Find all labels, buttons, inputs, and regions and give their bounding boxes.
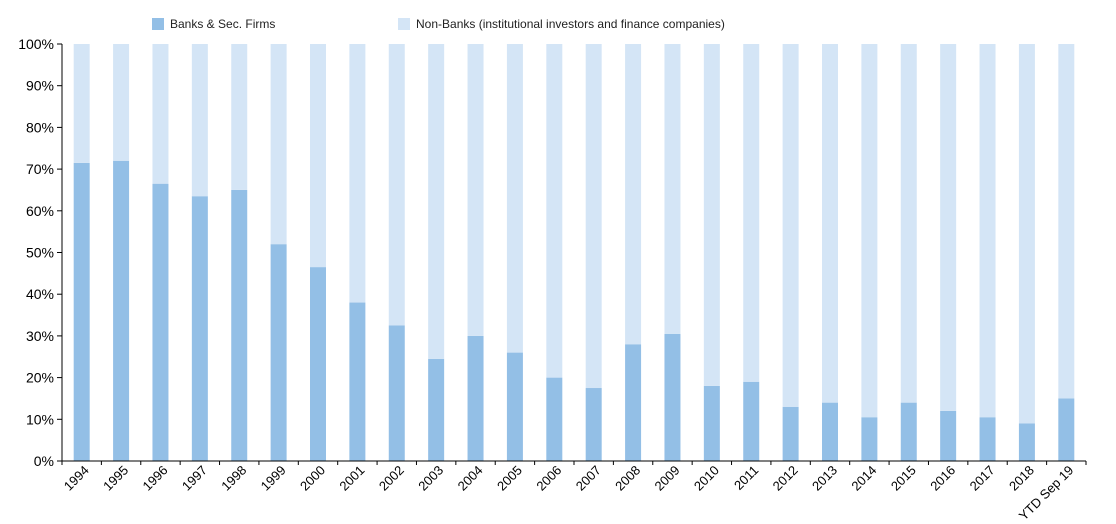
- x-tick-label: 1995: [100, 463, 131, 494]
- bar-banks: [310, 267, 326, 461]
- y-tick-label: 30%: [26, 328, 54, 344]
- bar-banks: [585, 388, 602, 461]
- bar-banks: [467, 335, 484, 461]
- bar-banks: [231, 189, 248, 461]
- bar-non-banks: [585, 44, 602, 389]
- bar-non-banks: [546, 44, 563, 378]
- x-tick-label: 2001: [336, 463, 367, 494]
- bar-banks: [113, 160, 130, 461]
- y-tick-label: 0%: [34, 453, 54, 469]
- x-tick-label: 2016: [927, 463, 958, 494]
- bar-non-banks: [1018, 44, 1035, 424]
- bar-banks: [979, 417, 996, 461]
- bar-banks: [1058, 398, 1075, 461]
- bar-banks: [822, 402, 838, 461]
- bar-banks: [270, 244, 287, 461]
- bar-non-banks: [625, 44, 642, 345]
- y-tick-label: 90%: [26, 78, 54, 94]
- bar-non-banks: [940, 44, 957, 411]
- bar-non-banks: [73, 44, 90, 163]
- x-tick-label: 2013: [809, 463, 840, 494]
- bar-banks: [73, 162, 90, 461]
- x-tick-label: 2009: [652, 463, 683, 494]
- bar-banks: [664, 333, 681, 461]
- x-tick-label: 1994: [61, 463, 92, 494]
- x-tick-label: 2004: [455, 463, 486, 494]
- bar-non-banks: [703, 44, 720, 386]
- bar-non-banks: [979, 44, 996, 418]
- x-tick-label: 2014: [848, 463, 879, 494]
- bar-non-banks: [428, 44, 445, 359]
- bar-non-banks: [900, 44, 917, 403]
- legend: Banks & Sec. Firms Non-Banks (institutio…: [0, 17, 1116, 37]
- legend-swatch-banks: [152, 18, 164, 30]
- bar-banks: [546, 377, 563, 461]
- bar-banks: [625, 344, 642, 461]
- bar-banks: [506, 352, 523, 461]
- bar-non-banks: [506, 44, 523, 353]
- y-tick-label: 50%: [26, 245, 54, 261]
- x-tick-label: 2008: [612, 463, 643, 494]
- bar-non-banks: [664, 44, 681, 334]
- bar-non-banks: [231, 44, 248, 190]
- bar-banks: [152, 183, 169, 461]
- bar-non-banks: [467, 44, 484, 336]
- bar-banks: [743, 381, 760, 461]
- y-tick-label: 20%: [26, 370, 54, 386]
- x-tick-label: 1997: [179, 463, 210, 494]
- bar-non-banks: [113, 44, 130, 161]
- bar-non-banks: [743, 44, 760, 382]
- bar-non-banks: [388, 44, 405, 326]
- bar-banks: [900, 402, 917, 461]
- bar-banks: [388, 325, 405, 461]
- x-tick-label: 2017: [967, 463, 998, 494]
- x-tick-label: 1998: [218, 463, 249, 494]
- bar-banks: [428, 358, 445, 461]
- x-tick-label: 2005: [494, 463, 525, 494]
- x-tick-label: 1996: [140, 463, 171, 494]
- bar-non-banks: [152, 44, 169, 184]
- y-tick-label: 10%: [26, 411, 54, 427]
- x-tick-label: 2018: [1006, 463, 1037, 494]
- x-tick-label: 2003: [415, 463, 446, 494]
- legend-swatch-non-banks: [398, 18, 410, 30]
- bar-banks: [782, 406, 799, 461]
- x-tick-label: 2011: [731, 463, 761, 493]
- bar-banks: [940, 410, 957, 461]
- bar-non-banks: [822, 44, 838, 403]
- bar-non-banks: [861, 44, 878, 418]
- x-tick-label: 2010: [691, 463, 722, 494]
- y-tick-label: 100%: [18, 36, 54, 52]
- legend-label-non-banks: Non-Banks (institutional investors and f…: [416, 17, 725, 31]
- x-tick-label: 2007: [573, 463, 604, 494]
- x-tick-label: 1999: [258, 463, 289, 494]
- legend-label-banks: Banks & Sec. Firms: [170, 17, 276, 31]
- bar-non-banks: [191, 44, 208, 197]
- y-tick-label: 80%: [26, 119, 54, 135]
- y-tick-label: 40%: [26, 286, 54, 302]
- bar-banks: [349, 302, 366, 461]
- x-tick-label: 2015: [888, 463, 919, 494]
- y-tick-label: 60%: [26, 203, 54, 219]
- bar-non-banks: [310, 44, 326, 268]
- bar-banks: [703, 385, 720, 461]
- legend-item-banks: Banks & Sec. Firms: [152, 17, 275, 31]
- legend-item-non-banks: Non-Banks (institutional investors and f…: [398, 17, 725, 31]
- x-tick-label: 2002: [376, 463, 407, 494]
- bar-non-banks: [1058, 44, 1075, 399]
- bar-banks: [1018, 423, 1035, 461]
- y-tick-label: 70%: [26, 161, 54, 177]
- x-tick-label: 2012: [770, 463, 801, 494]
- bar-banks: [861, 417, 878, 461]
- bar-banks: [191, 196, 208, 461]
- bar-non-banks: [349, 44, 366, 303]
- x-tick-label: 2006: [533, 463, 564, 494]
- bar-non-banks: [270, 44, 287, 245]
- x-tick-label: 2000: [297, 463, 328, 494]
- bar-non-banks: [782, 44, 799, 407]
